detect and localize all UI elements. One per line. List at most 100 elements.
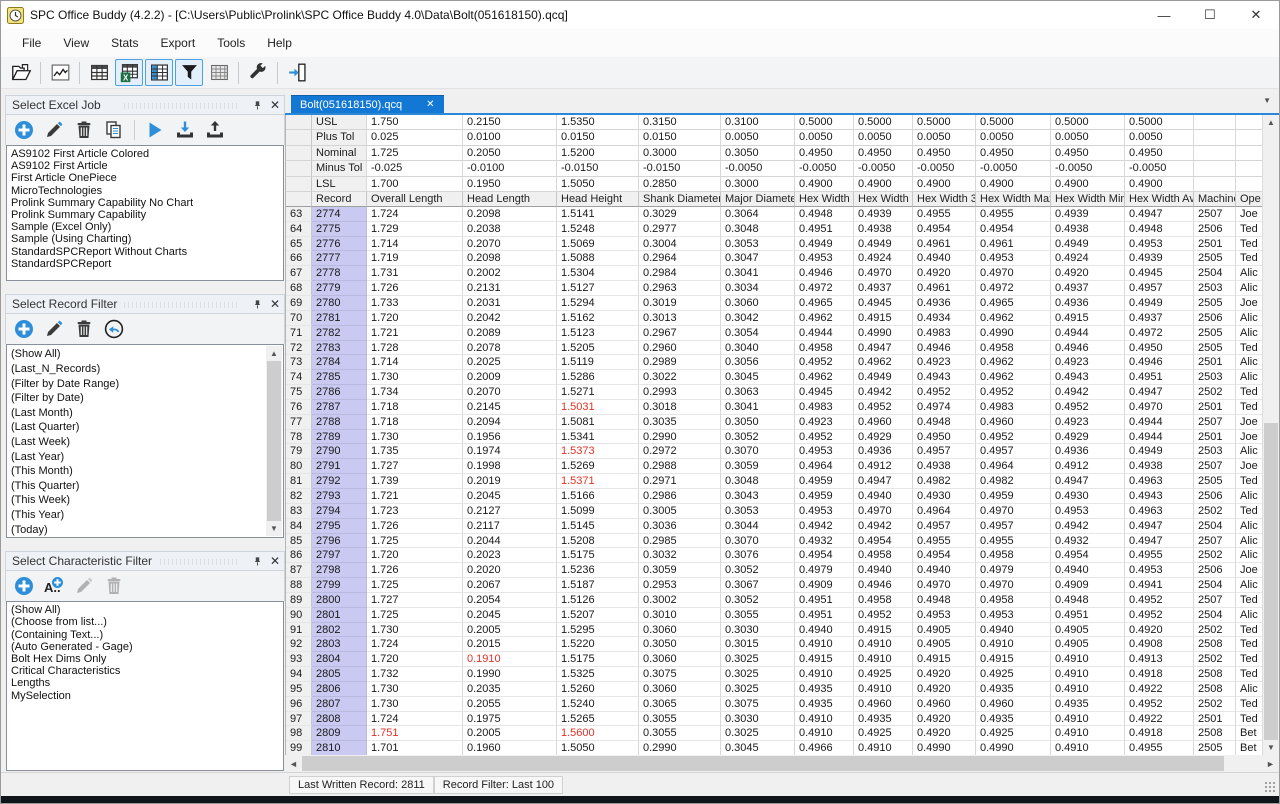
value-cell[interactable]: 0.4946 — [1051, 340, 1125, 356]
spec-label-cell[interactable]: Minus Tol — [312, 161, 367, 177]
row-number-cell[interactable]: 73 — [286, 355, 312, 371]
value-cell[interactable]: 0.4955 — [913, 533, 976, 549]
value-cell[interactable]: 0.2977 — [639, 221, 721, 237]
copy-button[interactable] — [102, 118, 126, 142]
minimize-button[interactable]: — — [1157, 7, 1171, 23]
row-number-cell[interactable]: 95 — [286, 681, 312, 697]
value-cell[interactable]: 0.2963 — [639, 281, 721, 297]
value-cell[interactable]: 0.4952 — [1125, 696, 1194, 712]
row-number-cell[interactable]: 77 — [286, 414, 312, 430]
value-cell[interactable]: 0.3076 — [721, 548, 795, 564]
value-cell[interactable]: 0.4947 — [1125, 385, 1194, 400]
spec-value-cell[interactable]: 0.3100 — [721, 115, 795, 131]
value-cell[interactable]: 0.4947 — [1125, 206, 1194, 222]
value-cell[interactable]: 0.4962 — [795, 310, 854, 326]
value-cell[interactable]: 0.4910 — [854, 652, 913, 668]
operator-cell[interactable]: Alic — [1236, 578, 1262, 593]
value-cell[interactable]: 0.4935 — [854, 711, 913, 727]
value-cell[interactable]: 0.4949 — [854, 236, 913, 252]
column-header-cell[interactable]: Shank Diameter — [639, 191, 721, 207]
spec-value-cell[interactable]: 0.0050 — [913, 130, 976, 146]
row-number-cell[interactable]: 65 — [286, 236, 312, 252]
value-cell[interactable]: 0.4949 — [854, 370, 913, 386]
value-cell[interactable]: 0.3050 — [639, 637, 721, 653]
value-cell[interactable]: 1.5127 — [557, 281, 639, 297]
value-cell[interactable]: 0.4910 — [854, 681, 913, 697]
value-cell[interactable]: 1.5240 — [557, 696, 639, 712]
value-cell[interactable]: 0.3064 — [721, 206, 795, 222]
menu-help[interactable]: Help — [267, 36, 292, 50]
spec-label-cell[interactable]: USL — [312, 115, 367, 131]
machine-cell[interactable]: 2506 — [1194, 488, 1236, 504]
value-cell[interactable]: 1.725 — [367, 607, 463, 623]
value-cell[interactable]: 0.4954 — [913, 548, 976, 564]
value-cell[interactable]: 0.4915 — [854, 622, 913, 638]
panel-close-icon[interactable]: ✕ — [269, 297, 280, 312]
spec-value-cell[interactable]: 0.4950 — [1051, 145, 1125, 162]
value-cell[interactable]: 1.730 — [367, 681, 463, 697]
spec-value-cell[interactable]: 0.0100 — [463, 130, 557, 146]
value-cell[interactable]: 0.4935 — [1051, 696, 1125, 712]
value-cell[interactable]: 1.718 — [367, 399, 463, 415]
value-cell[interactable]: 0.4938 — [1051, 221, 1125, 237]
wrench-button[interactable] — [244, 59, 272, 86]
list-item[interactable]: Critical Characteristics — [11, 665, 121, 678]
value-cell[interactable]: 0.4918 — [1125, 726, 1194, 742]
value-cell[interactable]: 1.5373 — [557, 444, 639, 460]
value-cell[interactable]: 0.4920 — [913, 711, 976, 727]
value-cell[interactable]: 1.5205 — [557, 340, 639, 356]
value-cell[interactable]: 0.4920 — [913, 266, 976, 282]
value-cell[interactable]: 1.5081 — [557, 414, 639, 430]
value-cell[interactable]: 0.4948 — [1051, 592, 1125, 608]
record-number-cell[interactable]: 2805 — [312, 667, 367, 682]
value-cell[interactable]: 0.4910 — [795, 711, 854, 727]
record-number-cell[interactable]: 2791 — [312, 459, 367, 475]
value-cell[interactable]: 0.4960 — [913, 696, 976, 712]
value-cell[interactable]: 1.726 — [367, 563, 463, 579]
value-cell[interactable]: 0.4941 — [1125, 578, 1194, 593]
value-cell[interactable]: 1.724 — [367, 637, 463, 653]
value-cell[interactable]: 0.4955 — [1125, 741, 1194, 755]
value-cell[interactable]: 0.4949 — [1125, 444, 1194, 460]
record-number-cell[interactable]: 2799 — [312, 578, 367, 593]
spec-value-cell[interactable]: 0.4900 — [913, 176, 976, 192]
machine-cell[interactable]: 2502 — [1194, 652, 1236, 668]
value-cell[interactable]: 0.3025 — [721, 652, 795, 668]
value-cell[interactable]: 0.2002 — [463, 266, 557, 282]
menu-file[interactable]: File — [22, 36, 42, 50]
value-cell[interactable]: 0.4932 — [795, 533, 854, 549]
value-cell[interactable]: 0.4962 — [854, 355, 913, 371]
machine-cell[interactable]: 2503 — [1194, 370, 1236, 386]
column-header-cell[interactable]: Machine — [1194, 191, 1236, 207]
edit-button[interactable] — [42, 118, 66, 142]
value-cell[interactable]: 0.4910 — [854, 637, 913, 653]
pivot-grid-button[interactable] — [205, 59, 233, 86]
value-cell[interactable]: 0.2971 — [639, 474, 721, 489]
value-cell[interactable]: 0.4943 — [1051, 370, 1125, 386]
value-cell[interactable]: 1.730 — [367, 622, 463, 638]
value-cell[interactable]: 0.4924 — [1051, 251, 1125, 267]
value-cell[interactable]: 0.3054 — [721, 325, 795, 341]
column-header-cell[interactable]: Ope — [1236, 191, 1262, 207]
value-cell[interactable]: 0.4923 — [1051, 355, 1125, 371]
value-cell[interactable]: 0.4920 — [1125, 622, 1194, 638]
value-cell[interactable]: 0.4955 — [1125, 548, 1194, 564]
value-cell[interactable]: 0.4964 — [976, 459, 1051, 475]
value-cell[interactable]: 0.4944 — [1125, 414, 1194, 430]
value-cell[interactable]: 0.4929 — [1051, 429, 1125, 445]
record-number-cell[interactable]: 2796 — [312, 533, 367, 549]
value-cell[interactable]: 0.4982 — [976, 474, 1051, 489]
machine-cell[interactable]: 2506 — [1194, 563, 1236, 579]
value-cell[interactable]: 0.4952 — [854, 607, 913, 623]
operator-cell[interactable]: Ted — [1236, 341, 1262, 356]
value-cell[interactable]: 0.3060 — [639, 681, 721, 697]
value-cell[interactable]: 0.4942 — [854, 385, 913, 400]
operator-cell[interactable]: Ted — [1236, 637, 1262, 653]
record-number-cell[interactable]: 2786 — [312, 385, 367, 400]
machine-cell[interactable]: 2501 — [1194, 399, 1236, 415]
import-button[interactable] — [173, 118, 197, 142]
value-cell[interactable]: 0.4905 — [1051, 622, 1125, 638]
value-cell[interactable]: 0.3048 — [721, 474, 795, 489]
spec-value-cell[interactable]: 0.0150 — [557, 130, 639, 146]
value-cell[interactable]: 0.4952 — [1051, 399, 1125, 415]
